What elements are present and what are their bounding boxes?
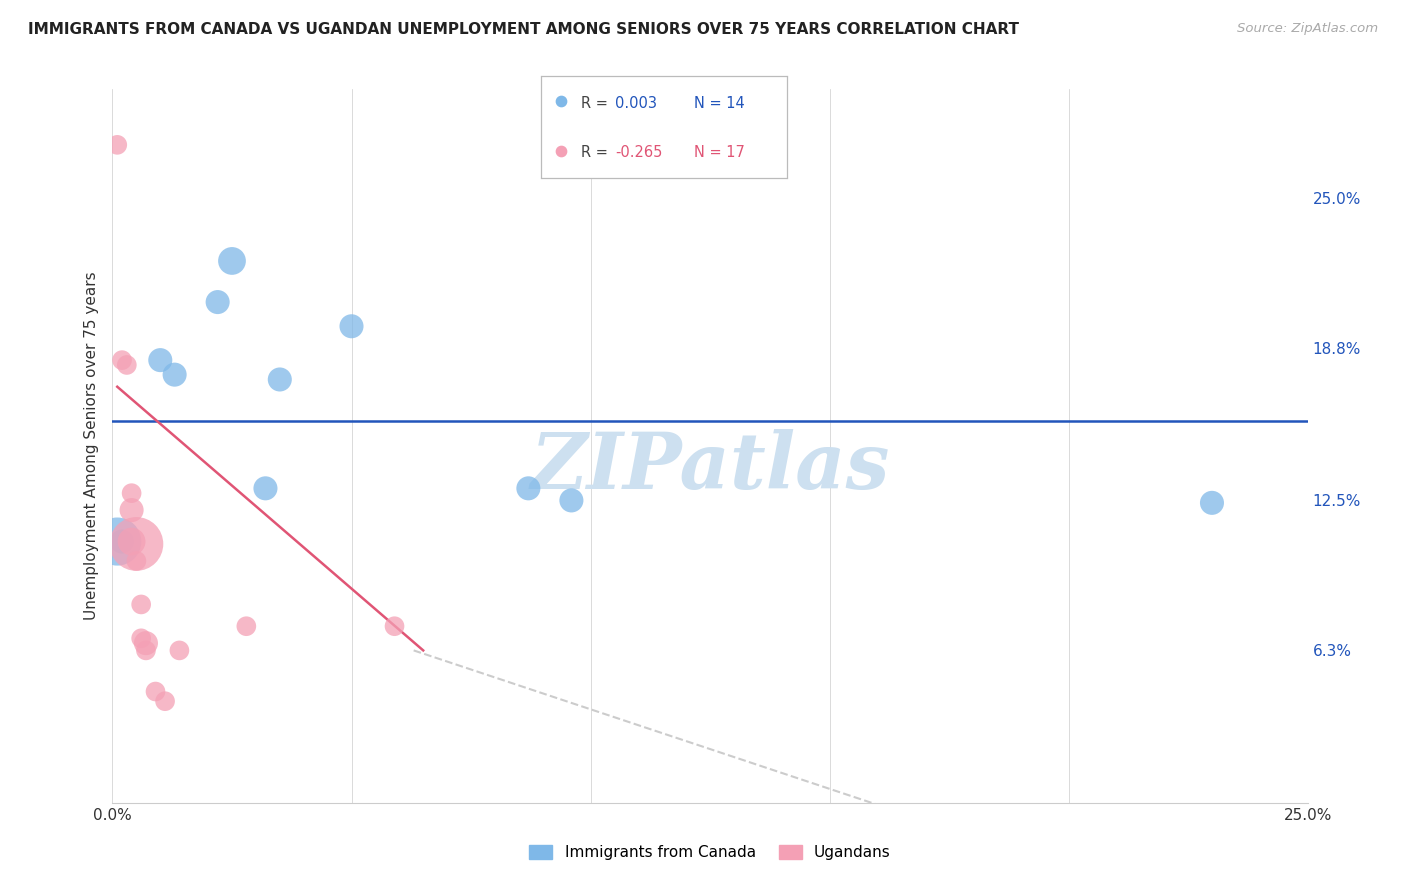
Point [105, 534, 128, 549]
Point [235, 619, 257, 633]
Point [135, 643, 157, 657]
Point [115, 358, 138, 372]
Text: 0.003: 0.003 [616, 96, 657, 111]
Point [125, 554, 148, 568]
Point [105, 137, 128, 152]
Point [221, 254, 243, 268]
Point [125, 537, 148, 551]
Point [384, 619, 406, 633]
Text: N = 17: N = 17 [695, 145, 745, 161]
Point [560, 493, 582, 508]
Text: -0.265: -0.265 [616, 145, 662, 161]
Point [111, 353, 134, 368]
Point [340, 319, 363, 334]
Point [121, 486, 143, 500]
Legend: Immigrants from Canada, Ugandans: Immigrants from Canada, Ugandans [523, 839, 897, 866]
Text: R =: R = [581, 145, 612, 161]
Point [121, 503, 143, 517]
Point [269, 372, 291, 386]
Point [169, 643, 191, 657]
Point [121, 534, 143, 549]
Text: Source: ZipAtlas.com: Source: ZipAtlas.com [1237, 22, 1378, 36]
Point [163, 368, 186, 382]
Point [207, 295, 229, 310]
Point [149, 353, 172, 368]
Y-axis label: Unemployment Among Seniors over 75 years: Unemployment Among Seniors over 75 years [83, 272, 98, 620]
Point [135, 636, 157, 650]
Point [153, 694, 176, 708]
Text: R =: R = [581, 96, 612, 111]
Point [145, 684, 167, 698]
Point [111, 534, 134, 549]
Point [517, 481, 540, 495]
Text: N = 14: N = 14 [695, 96, 745, 111]
Point [1201, 496, 1223, 510]
Point [129, 598, 152, 612]
Point [129, 632, 152, 646]
Point [254, 481, 277, 495]
Text: ZIPatlas: ZIPatlas [530, 429, 890, 506]
Text: IMMIGRANTS FROM CANADA VS UGANDAN UNEMPLOYMENT AMONG SENIORS OVER 75 YEARS CORRE: IMMIGRANTS FROM CANADA VS UGANDAN UNEMPL… [28, 22, 1019, 37]
